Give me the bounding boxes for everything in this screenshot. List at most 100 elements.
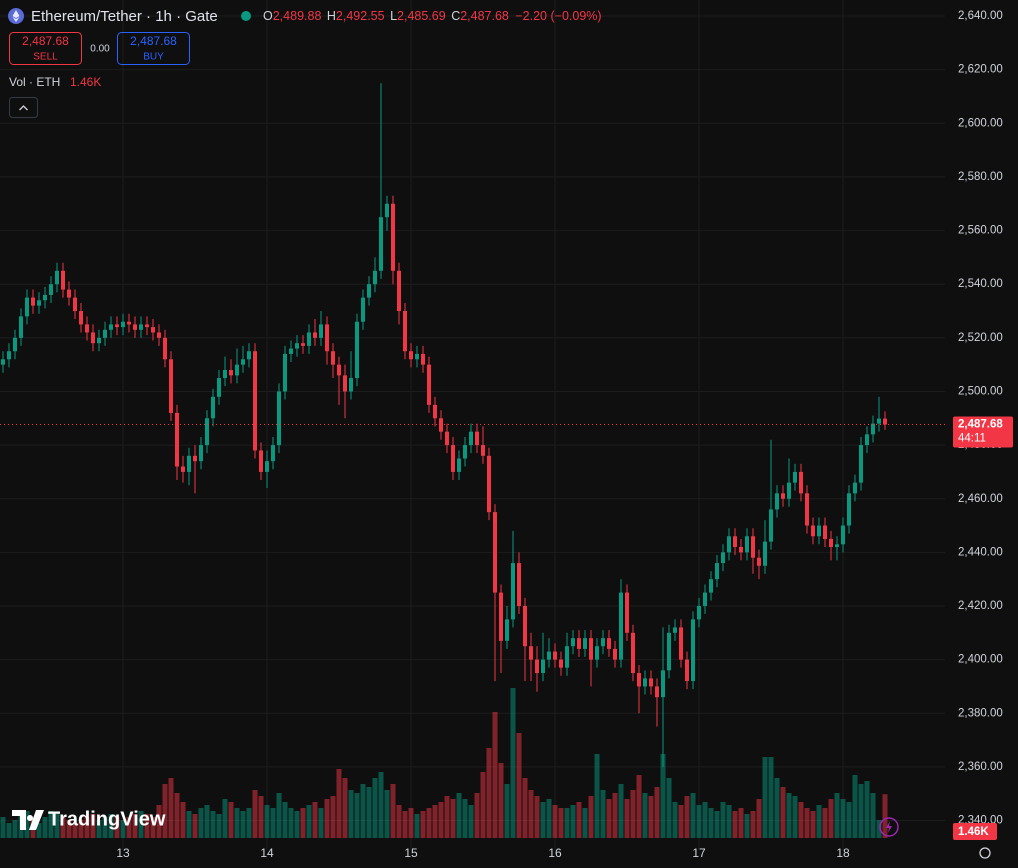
candle-body bbox=[427, 364, 431, 405]
candle-body bbox=[205, 418, 209, 446]
y-tick-label: 2,380.00 bbox=[958, 707, 1003, 719]
settings-button[interactable] bbox=[979, 847, 991, 859]
candle-body bbox=[655, 686, 659, 698]
y-tick-label: 2,560.00 bbox=[958, 225, 1003, 237]
volume-bar bbox=[684, 796, 690, 838]
candle-body bbox=[685, 659, 689, 682]
y-tick-label: 2,500.00 bbox=[958, 385, 1003, 397]
volume-bar bbox=[882, 794, 888, 838]
candle-body bbox=[619, 592, 623, 660]
candle-body bbox=[493, 512, 497, 593]
volume-bar bbox=[144, 814, 150, 838]
ohlc-value: 2,492.55 bbox=[336, 9, 385, 23]
volume-bar bbox=[336, 769, 342, 838]
volume-bar bbox=[60, 817, 66, 838]
volume-bar bbox=[510, 688, 516, 838]
volume-bar bbox=[366, 787, 372, 838]
y-tick-label: 2,540.00 bbox=[958, 278, 1003, 290]
volume-title: Vol · ETH bbox=[9, 75, 60, 89]
volume-bar bbox=[822, 808, 828, 838]
candle-body bbox=[157, 332, 161, 338]
volume-bar bbox=[414, 814, 420, 838]
volume-bar bbox=[402, 811, 408, 838]
change: −2.20 (−0.09%) bbox=[515, 9, 601, 23]
y-tick-label: 2,620.00 bbox=[958, 64, 1003, 76]
volume-bar bbox=[792, 796, 798, 838]
sell-label[interactable]: SELL bbox=[33, 52, 58, 63]
lightning-icon[interactable] bbox=[886, 821, 892, 833]
candle-body bbox=[199, 445, 203, 462]
volume-bar bbox=[108, 814, 114, 838]
candle-body bbox=[787, 482, 791, 499]
candle-body bbox=[7, 351, 11, 360]
candle-body bbox=[391, 203, 395, 271]
volume-bar bbox=[222, 799, 228, 838]
volume-bar bbox=[642, 793, 648, 838]
collapse-button[interactable] bbox=[9, 97, 38, 118]
volume-bar bbox=[276, 793, 282, 838]
volume-bar bbox=[648, 796, 654, 838]
buy-button[interactable] bbox=[117, 32, 190, 65]
candle-body bbox=[475, 431, 479, 446]
last-price-label: 2,487.68 bbox=[958, 419, 1003, 431]
volume-bar bbox=[174, 793, 180, 838]
candle-body bbox=[79, 311, 83, 325]
volume-bar bbox=[690, 793, 696, 838]
volume-bar bbox=[618, 784, 624, 838]
volume-bar bbox=[354, 793, 360, 838]
candle-body bbox=[127, 321, 131, 325]
buy-price[interactable]: 2,487.68 bbox=[130, 34, 177, 48]
volume-bar bbox=[72, 823, 78, 838]
candle-body bbox=[709, 579, 713, 593]
volume-bar bbox=[588, 796, 594, 838]
volume-bar bbox=[732, 811, 738, 838]
candle-body bbox=[13, 337, 17, 352]
ohlc-legend: O2,489.88 H2,492.55 L2,485.69 C2,487.68 … bbox=[263, 9, 602, 23]
candle-body bbox=[253, 351, 257, 451]
y-tick-label: 2,580.00 bbox=[958, 171, 1003, 183]
volume-bar bbox=[810, 811, 816, 838]
volume-bar bbox=[696, 805, 702, 838]
candle-body bbox=[163, 337, 167, 360]
candle-body bbox=[307, 332, 311, 346]
sell-button[interactable] bbox=[9, 32, 82, 65]
candle-body bbox=[775, 493, 779, 510]
candle-body bbox=[835, 544, 839, 547]
volume-bar bbox=[360, 784, 366, 838]
lightning-button[interactable] bbox=[879, 817, 899, 837]
candle-body bbox=[661, 670, 665, 698]
volume-bar bbox=[330, 796, 336, 838]
candle-body bbox=[541, 659, 545, 674]
candle-body bbox=[265, 461, 269, 472]
x-tick-label: 13 bbox=[116, 846, 130, 860]
volume-bar bbox=[156, 805, 162, 838]
spread: 0.00 bbox=[90, 44, 110, 55]
ohlc-label: H bbox=[327, 9, 336, 23]
candle-body bbox=[595, 646, 599, 660]
volume-bar bbox=[36, 823, 42, 838]
candle-body bbox=[691, 619, 695, 682]
volume-bar bbox=[192, 814, 198, 838]
candle-body bbox=[871, 423, 875, 435]
collapse-icon[interactable] bbox=[19, 105, 28, 111]
candle-body bbox=[367, 284, 371, 298]
sell-price[interactable]: 2,487.68 bbox=[22, 34, 69, 48]
volume-bar bbox=[654, 787, 660, 838]
volume-bar bbox=[636, 775, 642, 838]
volume-bar bbox=[378, 772, 384, 838]
candle-body bbox=[451, 445, 455, 472]
candle-body bbox=[697, 605, 701, 620]
y-tick-label: 2,440.00 bbox=[958, 546, 1003, 558]
candle-body bbox=[589, 638, 593, 660]
candle-body bbox=[481, 445, 485, 456]
buy-label[interactable]: BUY bbox=[143, 52, 164, 63]
candle-body bbox=[85, 324, 89, 333]
y-tick-label: 2,520.00 bbox=[958, 332, 1003, 344]
volume-bar bbox=[6, 823, 12, 838]
volume-bar bbox=[102, 817, 108, 838]
volume-bar bbox=[504, 784, 510, 838]
candle-body bbox=[415, 353, 419, 360]
candle-body bbox=[793, 471, 797, 483]
volume-bar bbox=[42, 817, 48, 838]
